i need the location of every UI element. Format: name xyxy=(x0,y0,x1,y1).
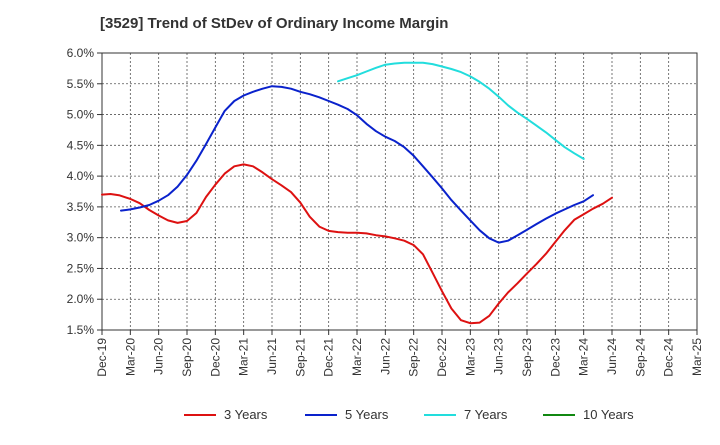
x-tick-label: Sep-22 xyxy=(407,338,421,377)
legend-label-10-years: 10 Years xyxy=(583,407,634,422)
series-lines xyxy=(101,61,613,325)
x-tick-label: Jun-24 xyxy=(605,338,619,375)
x-tick-label: Jun-20 xyxy=(152,338,166,375)
x-tick-label: Dec-21 xyxy=(322,338,336,377)
y-tick-label: 6.0% xyxy=(67,46,95,60)
grid xyxy=(101,52,698,331)
x-tick-label: Dec-23 xyxy=(548,338,562,377)
y-tick-label: 2.5% xyxy=(67,261,95,275)
x-tick-label: Dec-22 xyxy=(435,338,449,377)
y-tick-label: 2.0% xyxy=(67,292,95,306)
plot-frame xyxy=(101,52,698,331)
x-tick-label: Mar-22 xyxy=(350,338,364,376)
x-tick-label: Sep-23 xyxy=(520,338,534,377)
x-tick-label: Jun-21 xyxy=(265,338,279,375)
y-tick-label: 4.5% xyxy=(67,138,95,152)
x-axis: Dec-19 Mar-20 Jun-20 Sep-20 Dec-20 Mar-21 Jun-… xyxy=(95,330,704,377)
legend-label-5-years: 5 Years xyxy=(345,407,389,422)
x-tick-label: Jun-23 xyxy=(492,338,506,375)
x-tick-label: Mar-23 xyxy=(463,338,477,376)
x-tick-label: Sep-21 xyxy=(293,338,307,377)
y-axis: 1.5% 2.0% 2.5% 3.0% 3.5% 4.0% 4.5% 5.0% 5.5% 6.0% xyxy=(67,46,102,337)
legend: 3 Years 5 Years 7 Years 10 Years xyxy=(184,407,634,422)
y-tick-label: 1.5% xyxy=(67,323,95,337)
y-tick-label: 5.0% xyxy=(67,108,95,122)
x-tick-label: Dec-20 xyxy=(208,338,222,377)
x-tick-label: Sep-24 xyxy=(633,338,647,377)
x-tick-label: Dec-24 xyxy=(662,338,676,377)
x-tick-label: Sep-20 xyxy=(180,338,194,377)
y-tick-label: 3.5% xyxy=(67,200,95,214)
x-tick-label: Mar-20 xyxy=(123,338,137,376)
x-tick-label: Mar-21 xyxy=(237,338,251,376)
y-tick-label: 4.0% xyxy=(67,169,95,183)
x-tick-label: Dec-19 xyxy=(95,338,109,377)
series-line-5-years xyxy=(120,85,594,244)
y-tick-label: 5.5% xyxy=(67,77,95,91)
series-line-7-years xyxy=(337,61,585,160)
x-tick-label: Mar-24 xyxy=(577,338,591,376)
series-line-3-years xyxy=(101,163,613,325)
legend-label-3-years: 3 Years xyxy=(224,407,268,422)
y-tick-label: 3.0% xyxy=(67,231,95,245)
x-tick-label: Mar-25 xyxy=(690,338,704,376)
x-tick-label: Jun-22 xyxy=(378,338,392,375)
legend-label-7-years: 7 Years xyxy=(464,407,508,422)
chart-title: [3529] Trend of StDev of Ordinary Income… xyxy=(100,15,449,32)
